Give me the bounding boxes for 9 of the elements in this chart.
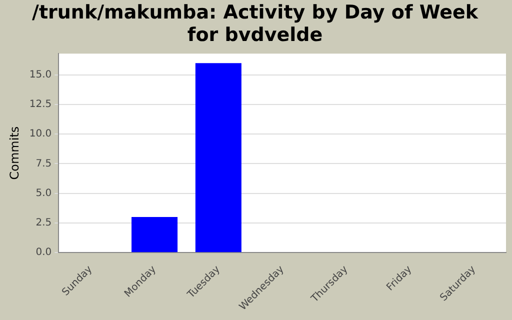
y-tick-label: 0.0 [36,247,52,258]
y-tick-label: 2.5 [36,218,52,229]
y-tick-label: 10.0 [29,128,52,140]
y-tick-label: 7.5 [36,158,52,170]
y-tick-label: 15.0 [29,70,52,81]
y-axis-title: Commits [7,126,22,180]
y-tick-label: 5.0 [36,188,52,199]
y-tick-label: 12.5 [29,99,52,110]
chart-title: /trunk/makumba: Activity by Day of Week for bvdvelde [32,1,478,46]
